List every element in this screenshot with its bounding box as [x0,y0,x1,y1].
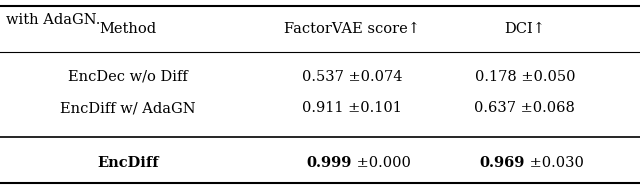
Text: FactorVAE score↑: FactorVAE score↑ [284,22,420,36]
Text: 0.178 ±0.050: 0.178 ±0.050 [474,70,575,84]
Text: with AdaGN.: with AdaGN. [6,13,100,27]
Text: 0.969: 0.969 [479,156,525,170]
Text: EncDec w/o Diff: EncDec w/o Diff [68,70,188,84]
Text: ±0.030: ±0.030 [525,156,584,170]
Text: 0.537 ±0.074: 0.537 ±0.074 [301,70,403,84]
Text: Method: Method [99,22,157,36]
Text: ±0.000: ±0.000 [352,156,411,170]
Text: 0.999: 0.999 [307,156,352,170]
Text: EncDiff: EncDiff [97,156,159,170]
Text: DCI↑: DCI↑ [504,22,545,36]
Text: 0.911 ±0.101: 0.911 ±0.101 [302,102,402,115]
Text: 0.637 ±0.068: 0.637 ±0.068 [474,102,575,115]
Text: EncDiff w/ AdaGN: EncDiff w/ AdaGN [60,102,196,115]
